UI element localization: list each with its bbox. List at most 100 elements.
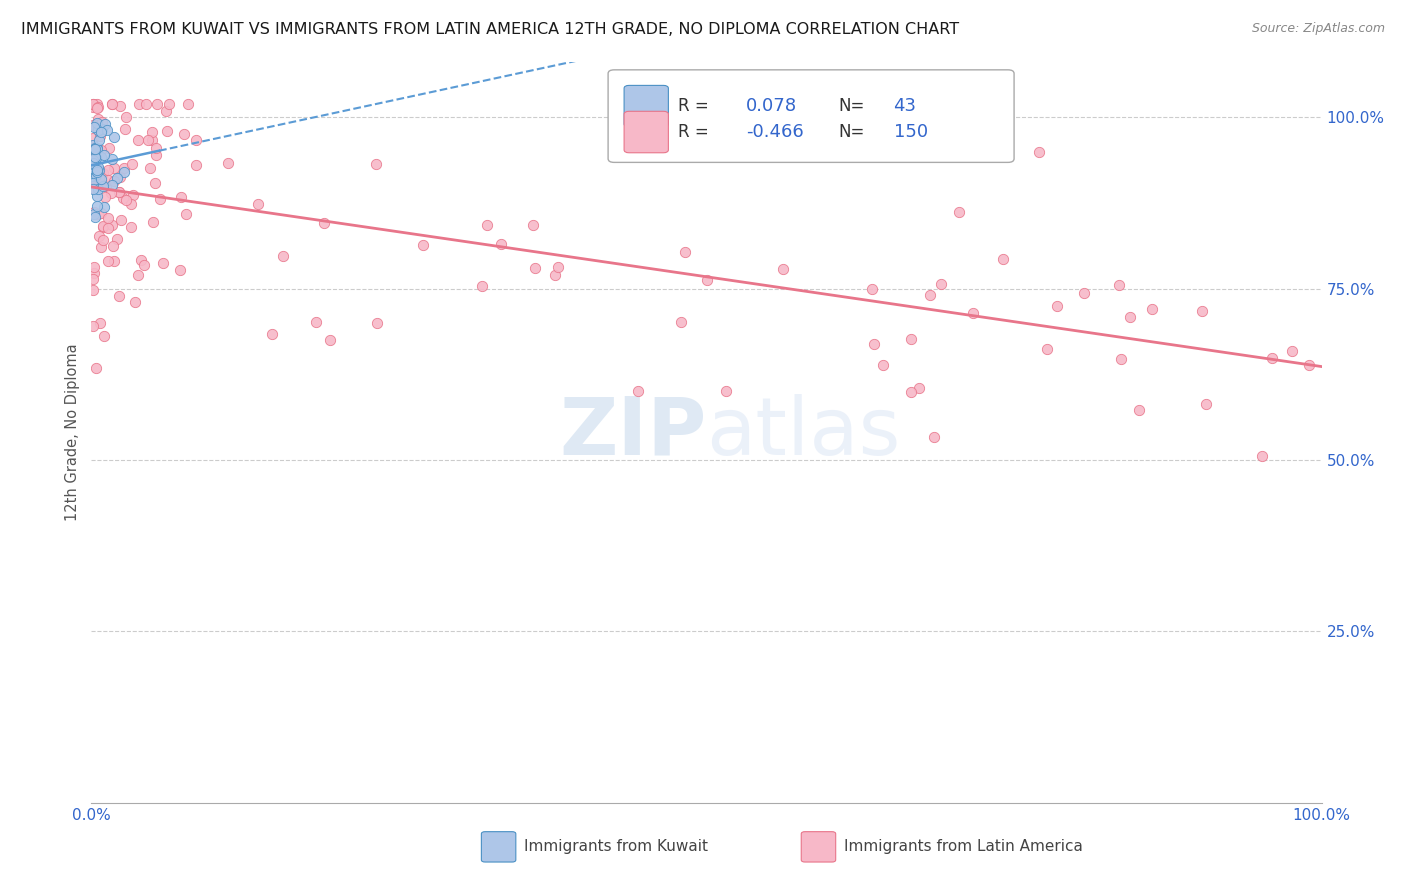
- Point: [86, 189, 108, 203]
- Point: [1028, 145, 1050, 160]
- Point: [103, 174, 125, 188]
- Point: [83, 150, 105, 164]
- Point: [962, 306, 984, 320]
- Point: [314, 216, 336, 230]
- Point: [87, 99, 110, 113]
- Point: [83, 142, 105, 156]
- Point: [522, 218, 544, 232]
- Point: [141, 125, 163, 139]
- Point: [112, 165, 135, 179]
- Point: [141, 132, 163, 146]
- Point: [86, 360, 108, 375]
- Point: [93, 233, 115, 247]
- Point: [82, 96, 104, 111]
- Point: [872, 358, 894, 372]
- FancyBboxPatch shape: [801, 831, 835, 862]
- Text: Immigrants from Kuwait: Immigrants from Kuwait: [524, 839, 709, 855]
- Point: [142, 215, 165, 229]
- Point: [82, 138, 104, 153]
- Point: [108, 185, 131, 199]
- Point: [1119, 310, 1142, 324]
- Point: [149, 192, 172, 206]
- Point: [127, 268, 149, 282]
- Text: Source: ZipAtlas.com: Source: ZipAtlas.com: [1251, 22, 1385, 36]
- Point: [121, 188, 143, 202]
- Point: [91, 166, 114, 180]
- Point: [169, 190, 191, 204]
- Point: [97, 253, 120, 268]
- Point: [115, 194, 138, 208]
- Point: [87, 133, 110, 147]
- Point: [173, 127, 195, 141]
- Point: [863, 126, 886, 140]
- Point: [84, 176, 107, 190]
- Point: [145, 147, 167, 161]
- Point: [83, 205, 105, 219]
- Text: ZIP: ZIP: [560, 393, 706, 472]
- FancyBboxPatch shape: [607, 70, 1014, 162]
- Point: [97, 211, 120, 225]
- Point: [918, 288, 941, 302]
- Point: [82, 182, 104, 196]
- Point: [84, 145, 107, 160]
- Point: [139, 161, 162, 176]
- Point: [82, 157, 104, 171]
- Point: [89, 317, 111, 331]
- Point: [83, 260, 105, 274]
- Point: [1191, 303, 1213, 318]
- Point: [91, 220, 114, 235]
- Point: [489, 237, 512, 252]
- Point: [90, 125, 112, 139]
- Text: N=: N=: [838, 123, 865, 141]
- Point: [863, 337, 886, 351]
- Point: [82, 155, 104, 169]
- Point: [186, 133, 208, 147]
- Point: [1128, 402, 1150, 417]
- Point: [90, 172, 112, 186]
- Point: [146, 96, 169, 111]
- Point: [84, 211, 107, 225]
- Point: [152, 256, 174, 270]
- Point: [84, 142, 107, 156]
- Point: [305, 315, 328, 329]
- Point: [84, 152, 107, 166]
- Point: [547, 260, 569, 275]
- Point: [82, 181, 104, 195]
- Point: [86, 168, 108, 182]
- Point: [908, 381, 931, 395]
- Text: N=: N=: [838, 97, 865, 115]
- Point: [772, 262, 794, 277]
- Point: [101, 218, 124, 232]
- Point: [93, 147, 115, 161]
- Point: [177, 96, 200, 111]
- Point: [948, 205, 970, 219]
- Point: [1108, 277, 1130, 292]
- Point: [89, 163, 111, 178]
- Point: [108, 98, 131, 112]
- Point: [87, 207, 110, 221]
- Point: [96, 179, 118, 194]
- Point: [82, 96, 104, 111]
- Point: [129, 253, 152, 268]
- FancyBboxPatch shape: [624, 112, 668, 153]
- FancyBboxPatch shape: [481, 831, 516, 862]
- Text: Immigrants from Latin America: Immigrants from Latin America: [844, 839, 1083, 855]
- Point: [90, 115, 112, 129]
- Point: [91, 219, 114, 233]
- Point: [82, 100, 104, 114]
- Point: [87, 118, 110, 132]
- Point: [86, 141, 108, 155]
- Point: [86, 115, 108, 129]
- Point: [1073, 285, 1095, 300]
- Point: [169, 262, 191, 277]
- Point: [262, 326, 284, 341]
- Point: [846, 126, 869, 140]
- Point: [90, 150, 112, 164]
- Point: [108, 170, 131, 185]
- Point: [101, 178, 124, 192]
- Point: [82, 177, 104, 191]
- Point: [86, 199, 108, 213]
- Point: [96, 123, 118, 137]
- Point: [544, 268, 567, 283]
- Point: [156, 124, 179, 138]
